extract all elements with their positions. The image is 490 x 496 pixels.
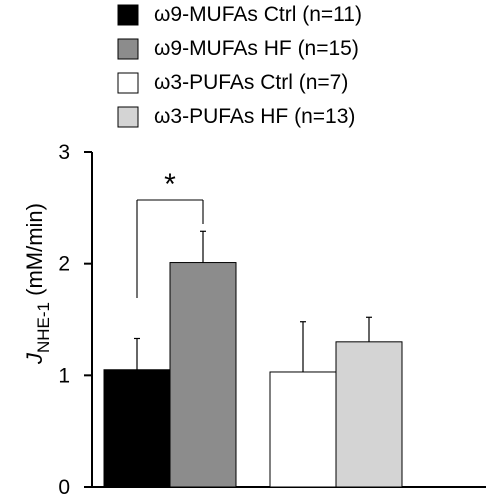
- annotations-layer: *: [136, 168, 204, 298]
- bar: [169, 262, 237, 488]
- legend-item: ω9-MUFAs Ctrl (n=11): [117, 3, 362, 26]
- legend-label: ω3-PUFAs Ctrl (n=7): [154, 71, 348, 94]
- legend-item: ω3-PUFAs Ctrl (n=7): [117, 71, 348, 94]
- legend-swatch: [117, 38, 139, 60]
- y-axis-title-main: J: [22, 352, 47, 365]
- bar: [335, 341, 403, 488]
- y-tick-label: 0: [58, 476, 70, 496]
- bars-layer: [103, 262, 403, 488]
- y-axis-title-subscript: NHE-1: [34, 302, 53, 353]
- y-tick-label: 2: [58, 253, 70, 276]
- y-axis-title: JNHE-1 (mM/min): [22, 203, 53, 365]
- chart-legend: ω9-MUFAs Ctrl (n=11) ω9-MUFAs HF (n=15) ω3…: [117, 3, 362, 128]
- legend-item: ω9-MUFAs HF (n=15): [117, 37, 359, 60]
- y-axis-ticks: 0 1 2 3: [58, 141, 92, 496]
- y-tick-label: 1: [58, 364, 70, 387]
- bar: [103, 369, 171, 488]
- legend-label: ω9-MUFAs Ctrl (n=11): [154, 3, 362, 26]
- legend-label: ω3-PUFAs HF (n=13): [154, 105, 355, 128]
- legend-swatch: [117, 72, 139, 94]
- y-axis-title-units: (mM/min): [22, 203, 47, 302]
- significance-star: *: [164, 168, 176, 201]
- error-bars-layer: [134, 230, 372, 372]
- legend-swatch: [117, 106, 139, 128]
- legend-label: ω9-MUFAs HF (n=15): [154, 37, 359, 60]
- legend-swatch: [117, 4, 139, 26]
- y-tick-label: 3: [58, 141, 70, 164]
- legend-item: ω3-PUFAs HF (n=13): [117, 105, 355, 128]
- bar: [269, 371, 337, 488]
